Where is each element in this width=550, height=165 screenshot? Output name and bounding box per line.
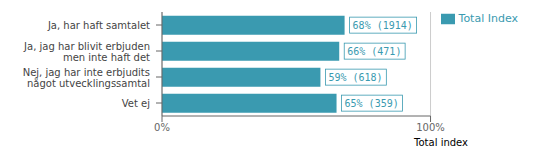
svg-text:100%: 100% — [416, 122, 445, 133]
svg-text:59% (618): 59% (618) — [328, 72, 382, 83]
svg-text:Vet ej: Vet ej — [122, 98, 150, 109]
svg-text:0%: 0% — [154, 122, 170, 133]
svg-text:65% (359): 65% (359) — [345, 98, 399, 109]
svg-text:Ja, har haft samtalet: Ja, har haft samtalet — [47, 20, 150, 31]
html-text:Total index: Total index — [414, 137, 468, 148]
svg-text:66% (471): 66% (471) — [347, 46, 401, 57]
svg-text:Nej, jag har inte erbjuditsnåg: Nej, jag har inte erbjuditsnågot utveckl… — [23, 66, 150, 88]
svg-text:68% (1914): 68% (1914) — [353, 20, 413, 31]
svg-text:Ja, jag har blivit erbjudenmen: Ja, jag har blivit erbjudenmen inte haft… — [23, 40, 150, 62]
html-text:Total Index: Total Index — [458, 12, 518, 25]
